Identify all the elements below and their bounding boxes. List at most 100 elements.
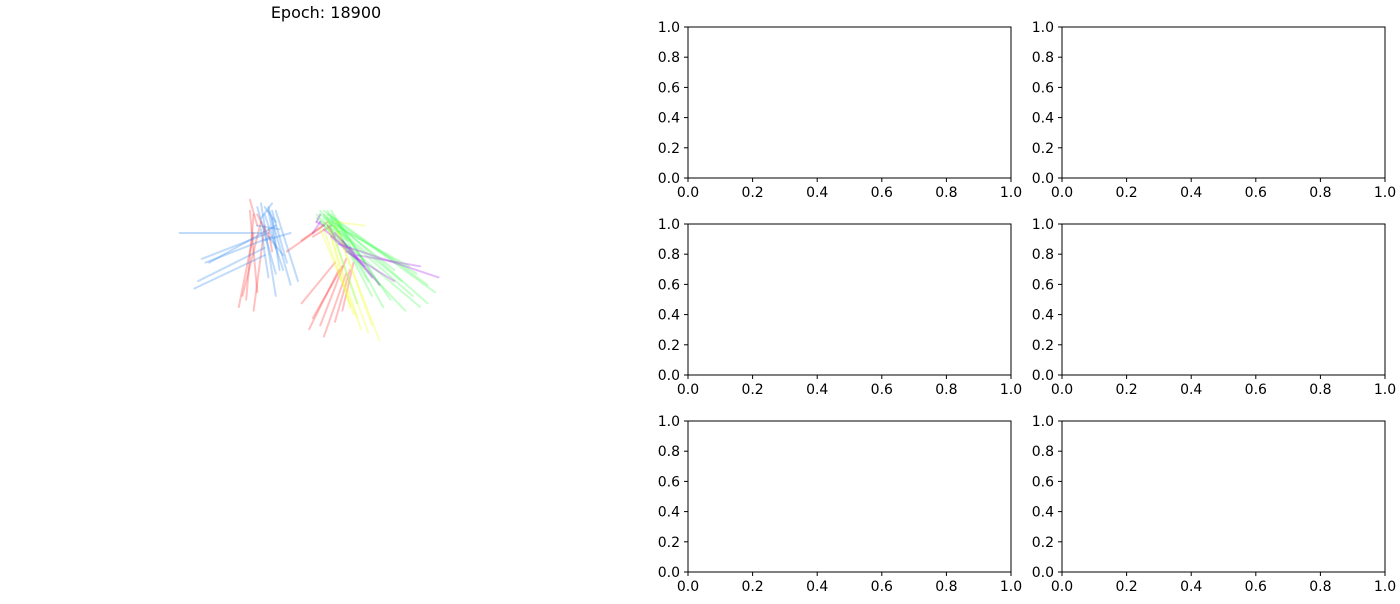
- x-tick-label: 0.6: [1245, 382, 1267, 398]
- trajectory-line-0-11: [300, 261, 336, 305]
- x-tick-label: 1.0: [1000, 185, 1022, 201]
- trajectory-line-2-1: [322, 209, 429, 286]
- x-tick-label: 0.0: [1051, 185, 1073, 201]
- x-tick-label: 0.4: [1180, 382, 1202, 398]
- trajectory-line-4-4: [322, 228, 348, 249]
- y-tick-label: 0.6: [1032, 80, 1054, 96]
- x-tick-label: 0.0: [1051, 579, 1073, 595]
- trajectory-line-1-14: [267, 209, 277, 249]
- trajectory-line-1-16: [256, 224, 281, 231]
- trajectory-line-0-13: [322, 272, 348, 338]
- y-tick-label: 0.0: [1032, 565, 1054, 581]
- y-tick-label: 0.4: [1032, 308, 1054, 324]
- x-tick-label: 0.0: [1051, 382, 1073, 398]
- x-tick-label: 0.4: [806, 185, 828, 201]
- x-tick-label: 0.2: [1115, 185, 1137, 201]
- subplot-grid: 0.0 0.2 0.4 0.6 0.8 1.00.00.20.40.60.81.00.0 0…: [658, 20, 1396, 595]
- y-tick-label: 0.2: [658, 535, 680, 551]
- trajectory-line-1-15: [263, 232, 292, 242]
- x-tick-label: 0.6: [1245, 579, 1267, 595]
- trajectory-line-2-0: [319, 213, 418, 275]
- x-tick-label: 0.2: [1115, 382, 1137, 398]
- trajectory-line-4-8: [348, 246, 381, 286]
- subplot-3-1: 0.0 0.2 0.4 0.6 0.8 1.0 0.0 0.2 0.4 0.6 0.8 1.0: [658, 414, 1022, 595]
- trajectory-line-2-18: [337, 220, 381, 286]
- trajectory-line-4-7: [341, 239, 373, 279]
- y-tick-label: 0.8: [658, 50, 680, 66]
- trajectory-line-4-6: [330, 235, 366, 268]
- y-tick-label: 0.4: [1032, 111, 1054, 127]
- trajectory-line-1-1: [200, 232, 270, 260]
- axes-frame: [1061, 420, 1386, 573]
- x-tick-label: 0.4: [1180, 185, 1202, 201]
- trajectory-line-2-10: [322, 224, 422, 308]
- x-tick-label: 0.8: [1309, 185, 1331, 201]
- axes-frame: [1061, 26, 1386, 179]
- trajectory-line-3-2: [334, 224, 381, 342]
- subplot-2-2: 0.0 0.2 0.4 0.6 0.8 1.0 0.0 0.2 0.4 0.6 0.8 1.0: [1032, 217, 1396, 398]
- y-tick-label: 1.0: [658, 217, 680, 233]
- trajectory-line-2-2: [326, 213, 436, 294]
- subplot-1-2: 0.0 0.2 0.4 0.6 0.8 1.0 0.0 0.2 0.4 0.6 0.8 1.0: [1032, 20, 1396, 201]
- x-tick-label: 0.8: [935, 382, 957, 398]
- trajectory-line-3-6: [319, 228, 359, 320]
- trajectory-line-0-8: [285, 224, 325, 253]
- subplot-3-2: 0.0 0.2 0.4 0.6 0.8 1.0 0.0 0.2 0.4 0.6 0.8 1.0: [1032, 414, 1396, 595]
- trajectory-line-0-12: [308, 269, 340, 331]
- trajectory-plot: [178, 198, 440, 342]
- trajectory-line-0-5: [256, 213, 270, 238]
- trajectory-line-1-11: [256, 206, 277, 275]
- y-tick-label: 0.6: [658, 80, 680, 96]
- axes-frame: [1061, 223, 1386, 376]
- y-tick-label: 0.2: [1032, 141, 1054, 157]
- trajectory-line-1-18: [260, 202, 274, 220]
- trajectory-line-0-7: [267, 228, 274, 253]
- trajectory-line-0-17: [341, 261, 355, 312]
- axes-frame: [687, 223, 1012, 376]
- trajectory-line-4-10: [356, 254, 422, 268]
- x-tick-label: 0.6: [871, 382, 893, 398]
- trajectory-line-2-7: [334, 217, 385, 308]
- trajectory-line-2-9: [319, 220, 407, 312]
- trajectory-line-4-1: [315, 220, 325, 227]
- y-tick-label: 0.8: [658, 444, 680, 460]
- trajectory-line-2-11: [330, 220, 370, 283]
- y-tick-label: 0.8: [1032, 444, 1054, 460]
- y-tick-label: 0.0: [1032, 368, 1054, 384]
- trajectory-line-2-8: [326, 209, 373, 297]
- trajectory-line-2-14: [326, 217, 359, 305]
- y-tick-label: 0.8: [1032, 50, 1054, 66]
- x-tick-label: 0.8: [935, 579, 957, 595]
- y-tick-label: 0.4: [658, 308, 680, 324]
- trajectory-line-1-12: [271, 217, 281, 271]
- trajectory-line-1-6: [260, 202, 277, 297]
- x-tick-label: 0.6: [1245, 185, 1267, 201]
- trajectory-line-0-4: [248, 198, 259, 227]
- trajectory-line-0-14: [311, 265, 344, 320]
- trajectory-line-1-5: [208, 224, 277, 264]
- x-tick-label: 0.6: [871, 185, 893, 201]
- x-tick-label: 0.2: [1115, 579, 1137, 595]
- x-tick-label: 0.2: [741, 579, 763, 595]
- x-tick-label: 0.2: [741, 382, 763, 398]
- trajectory-line-0-15: [334, 269, 351, 323]
- x-tick-label: 0.8: [935, 185, 957, 201]
- y-tick-label: 0.6: [658, 277, 680, 293]
- y-tick-label: 0.0: [658, 171, 680, 187]
- trajectory-line-2-4: [326, 220, 414, 297]
- y-tick-label: 0.8: [1032, 247, 1054, 263]
- trajectory-line-0-9: [300, 220, 329, 242]
- y-tick-label: 0.4: [658, 111, 680, 127]
- trajectory-line-1-4: [193, 254, 266, 290]
- trajectory-line-1-10: [274, 209, 299, 283]
- trajectory-line-0-0: [248, 209, 259, 294]
- trajectory-line-1-3: [197, 246, 266, 283]
- x-tick-label: 0.4: [806, 579, 828, 595]
- y-tick-label: 0.0: [658, 368, 680, 384]
- trajectory-line-3-1: [330, 228, 370, 334]
- y-tick-label: 0.6: [1032, 474, 1054, 490]
- trajectory-line-2-17: [315, 217, 340, 234]
- y-tick-label: 0.2: [1032, 535, 1054, 551]
- x-tick-label: 1.0: [1000, 579, 1022, 595]
